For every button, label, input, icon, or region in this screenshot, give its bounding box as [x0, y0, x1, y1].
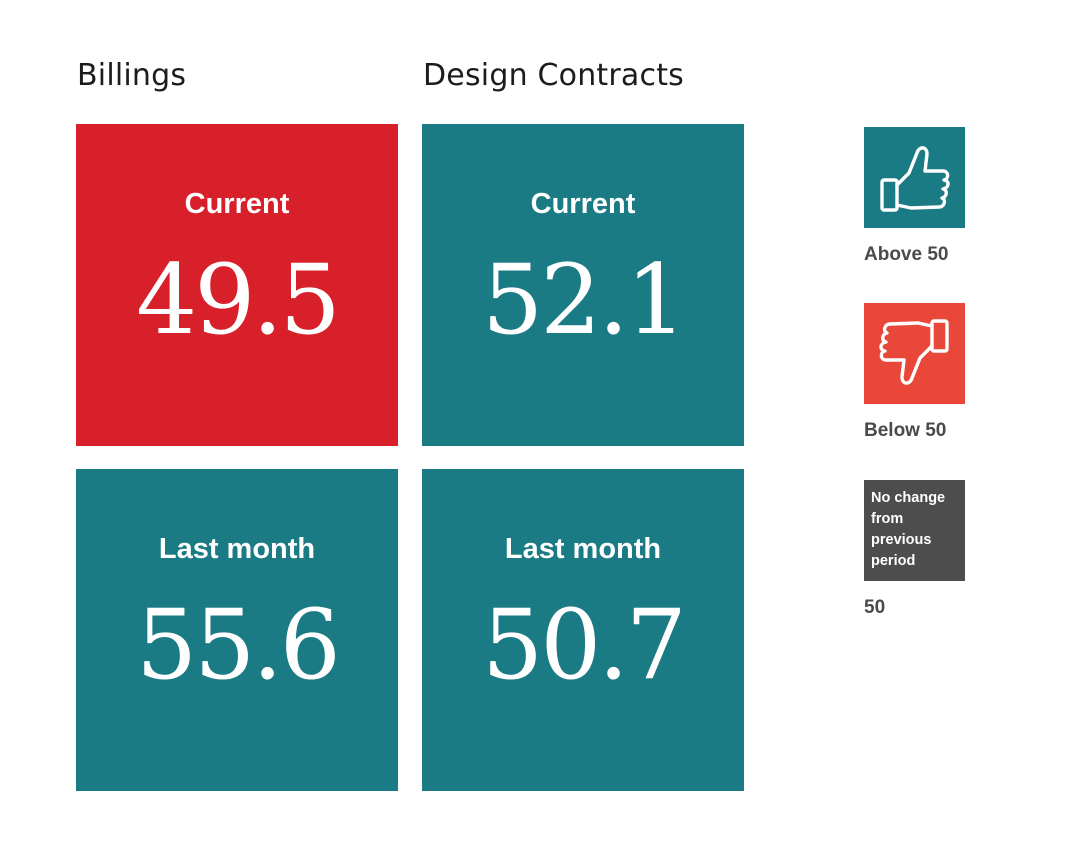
- billings-current-tile: Current 49.5: [76, 124, 398, 446]
- thumbs-up-icon: [880, 146, 950, 212]
- billings-current-value: 49.5: [136, 244, 341, 356]
- billings-last-month-label: Last month: [158, 533, 316, 565]
- legend-above-box: [864, 127, 965, 228]
- legend-no-change-box: No change from previous period: [864, 480, 965, 581]
- billings-last-month-tile: Last month 55.6: [76, 469, 398, 791]
- design-contracts-title: Design Contracts: [423, 58, 684, 93]
- legend-no-change-text: No change from previous period: [871, 490, 946, 569]
- billings-current-label: Current: [184, 188, 290, 220]
- legend-no-change-label: 50: [864, 597, 886, 618]
- legend-below-box: [864, 303, 965, 404]
- legend-above-label: Above 50: [864, 244, 949, 265]
- design-contracts-last-month-tile: Last month 50.7: [422, 469, 744, 791]
- design-contracts-last-month-value: 50.7: [482, 589, 687, 701]
- design-contracts-current-value: 52.1: [482, 244, 687, 356]
- legend-below-label: Below 50: [864, 420, 947, 441]
- thumbs-down-icon: [879, 319, 949, 385]
- design-contracts-current-tile: Current 52.1: [422, 124, 744, 446]
- design-contracts-last-month-label: Last month: [504, 533, 662, 565]
- billings-title: Billings: [77, 58, 187, 93]
- billings-last-month-value: 55.6: [136, 589, 341, 701]
- design-contracts-current-label: Current: [530, 188, 636, 220]
